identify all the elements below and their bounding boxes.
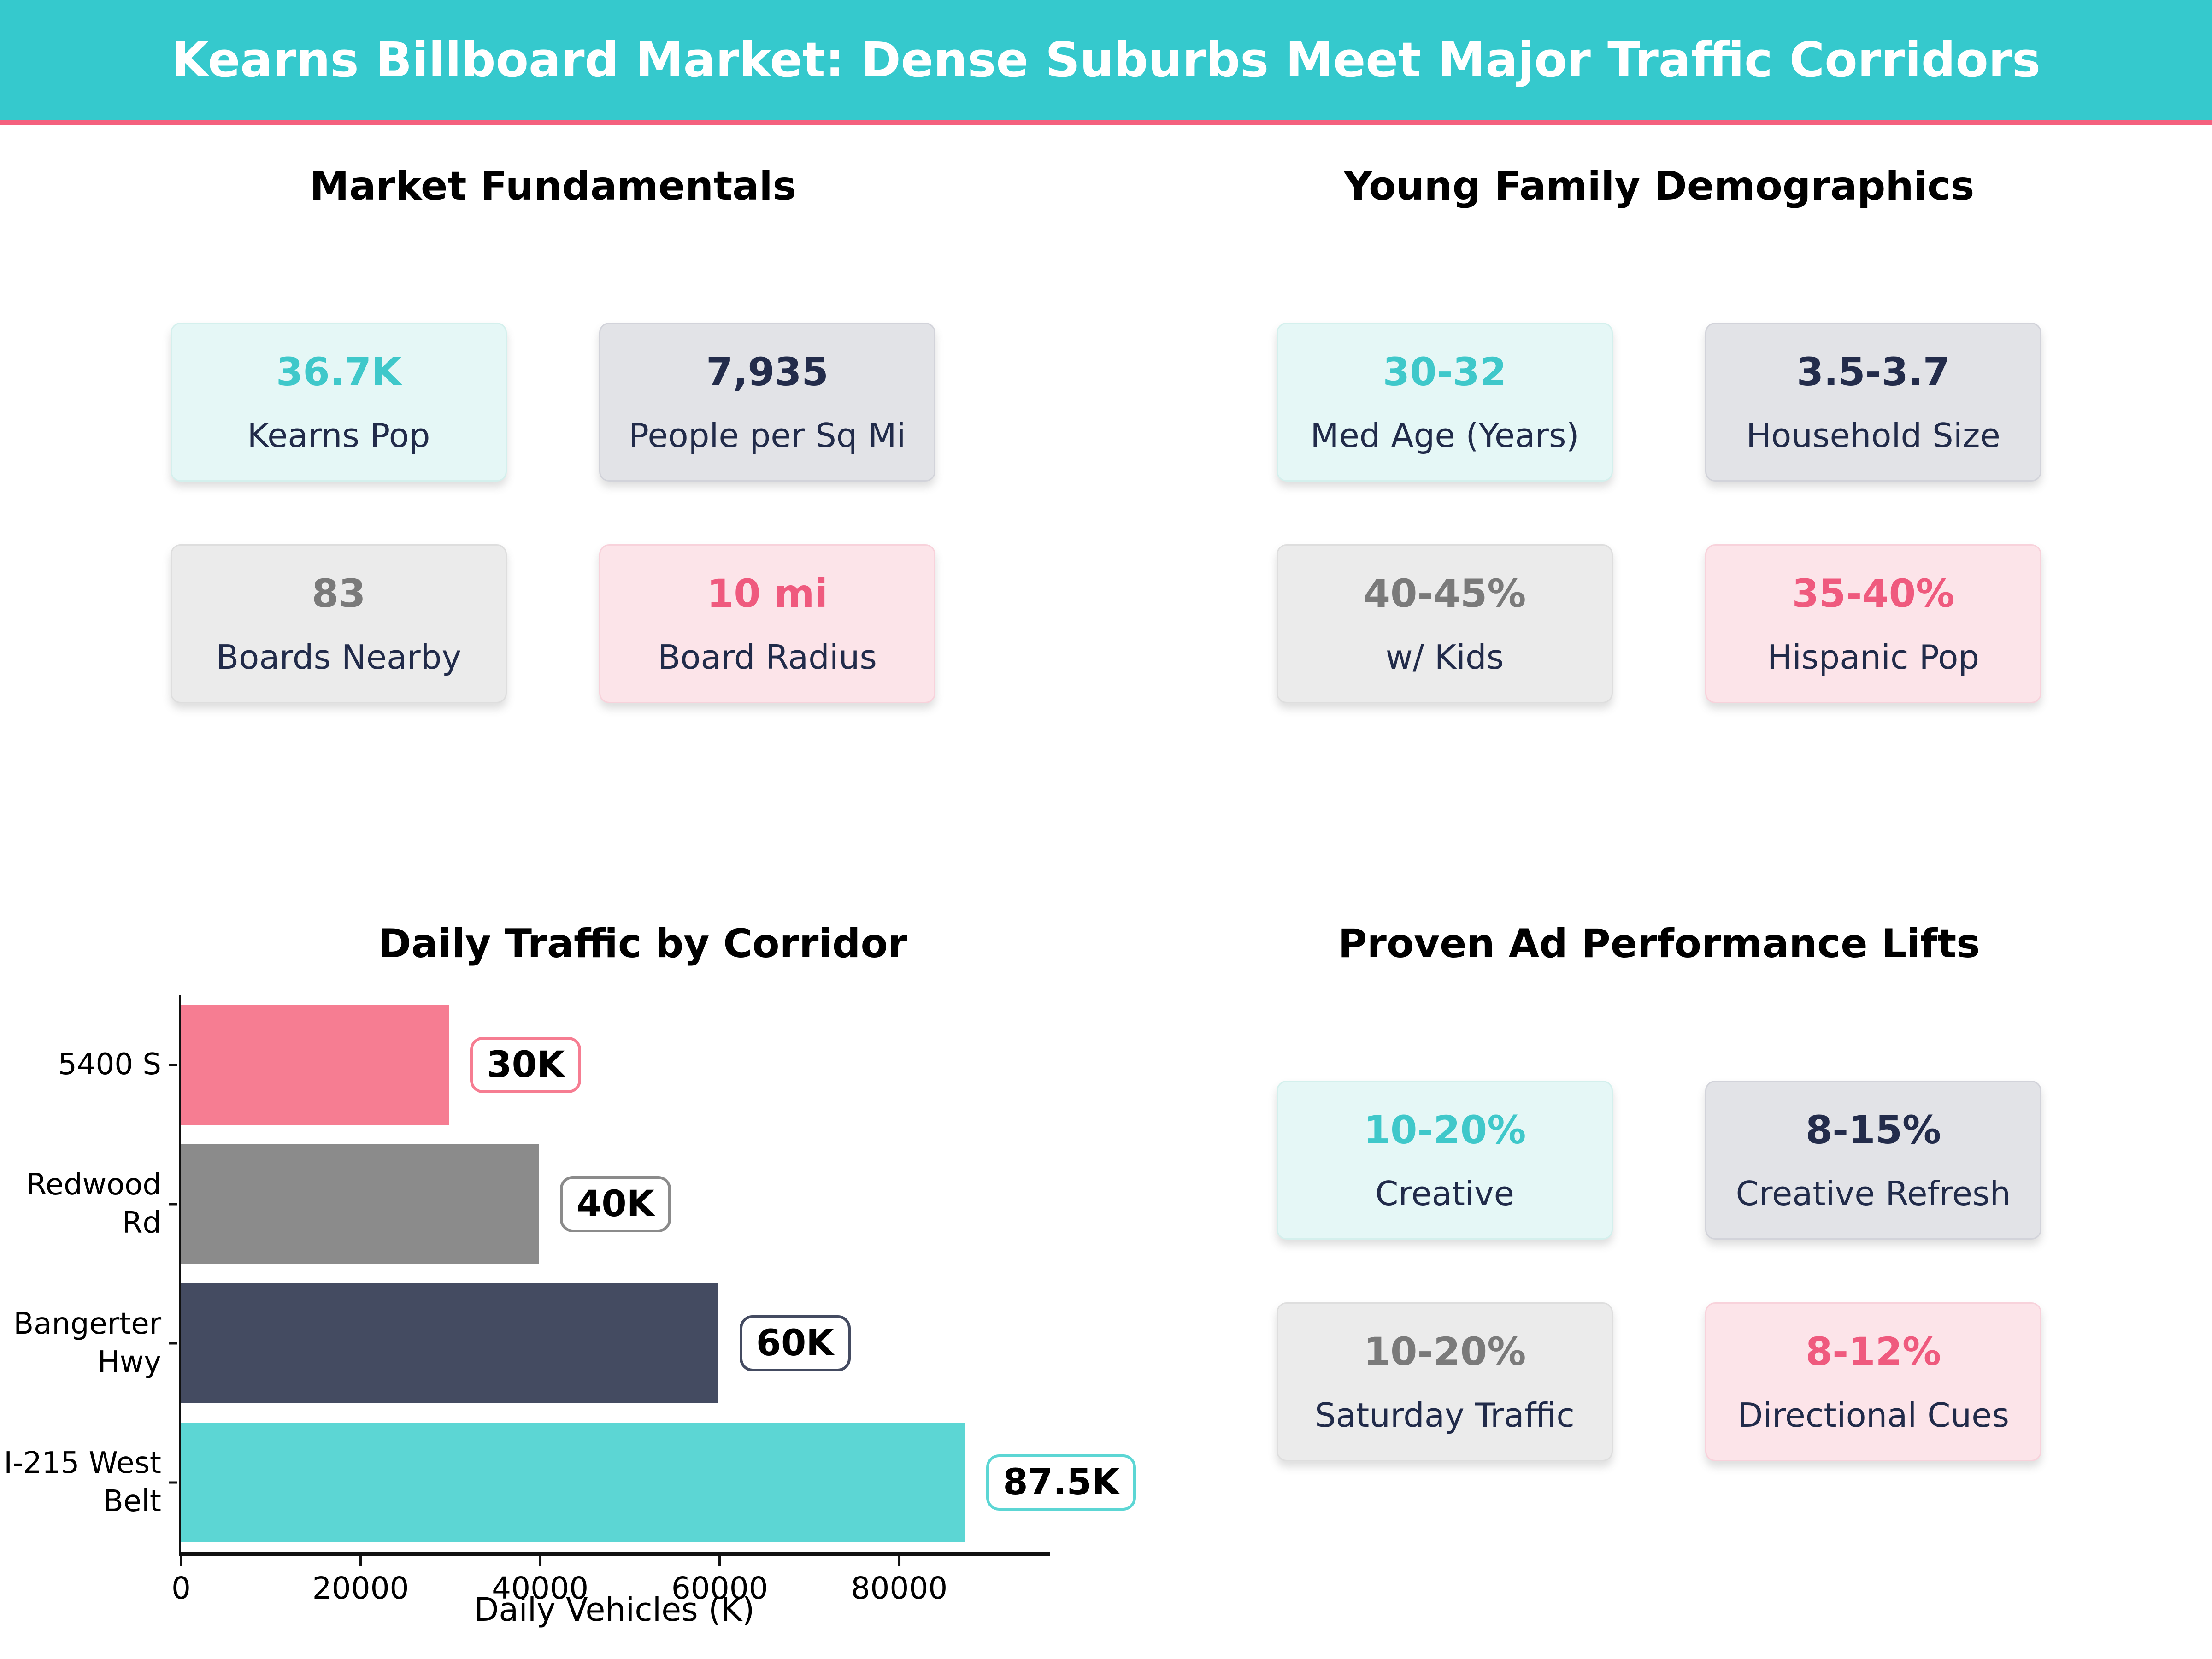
bar-5400-s [180,1005,449,1125]
section-market-fundamentals: Market Fundamentals 36.7K Kearns Pop 7,935… [0,131,1106,871]
stat-label: Board Radius [658,637,877,677]
stat-card-grid: 36.7K Kearns Pop 7,935 People per Sq Mi 83 Bo… [0,323,1106,703]
stat-label: Household Size [1746,416,2000,455]
x-tick-label: 80000 [851,1571,948,1606]
bar-area: 60K [180,1274,1041,1413]
stat-value: 35-40% [1792,571,1955,616]
x-tick: 60000 [671,1556,768,1606]
stat-label: People per Sq Mi [629,416,906,455]
x-tick: 20000 [312,1556,409,1606]
stat-card-board-radius: 10 mi Board Radius [599,544,935,703]
section-title-ad-performance-lifts: Proven Ad Performance Lifts [1338,921,1980,967]
stat-card-creative-refresh: 8-15% Creative Refresh [1705,1081,2041,1240]
stat-value: 10-20% [1363,1107,1526,1153]
bar-row-5400-s: 5400 S 30K [0,995,1106,1135]
stat-label: Boards Nearby [216,637,462,677]
stat-card-kearns-pop: 36.7K Kearns Pop [171,323,507,482]
x-tick-mark [718,1556,721,1566]
x-axis-title: Daily Vehicles (K) [474,1591,755,1629]
x-tick-label: 60000 [671,1571,768,1606]
bar-value-label: 30K [470,1037,582,1093]
x-tick: 0 [171,1556,191,1606]
stat-value: 8-15% [1805,1107,1941,1153]
stat-card-people-per-sq-mi: 7,935 People per Sq Mi [599,323,935,482]
x-tick-label: 20000 [312,1571,409,1606]
stat-label: Saturday Traffic [1315,1395,1575,1435]
y-tick-label: I-215 West Belt [0,1444,180,1521]
bar-value-label: 60K [739,1315,851,1371]
stat-card-directional-cues: 8-12% Directional Cues [1705,1302,2041,1461]
stat-card-boards-nearby: 83 Boards Nearby [171,544,507,703]
x-axis-line [179,1552,1050,1556]
x-tick-mark [180,1556,182,1566]
stat-card-saturday-traffic: 10-20% Saturday Traffic [1277,1302,1613,1461]
bar-area: 40K [180,1135,1041,1274]
bar-value-label: 40K [560,1176,671,1232]
bar-redwood-rd [180,1144,539,1264]
stat-label: Creative [1375,1174,1514,1213]
stat-value: 10 mi [706,571,828,616]
y-tick-label: Bangerter Hwy [0,1305,180,1382]
page-title: Kearns Billboard Market: Dense Suburbs M… [171,32,2041,88]
stat-label: Directional Cues [1737,1395,2009,1435]
stat-card-med-age-years: 30-32 Med Age (Years) [1277,323,1613,482]
stat-label: Hispanic Pop [1767,637,1980,677]
stat-card-w-kids: 40-45% w/ Kids [1277,544,1613,703]
stat-card-hispanic-pop: 35-40% Hispanic Pop [1705,544,2041,703]
bar-i-215-west-belt [180,1423,965,1542]
bar-rows: 5400 S 30K Redwood Rd 40K Bangerter Hwy 60K I-2… [0,995,1136,1552]
x-tick: 80000 [851,1556,947,1606]
stat-value: 40-45% [1363,571,1526,616]
stat-value: 8-12% [1805,1329,1941,1374]
stat-value: 83 [312,571,366,616]
stat-label: w/ Kids [1385,637,1504,677]
stat-label: Med Age (Years) [1310,416,1579,455]
stat-card-grid: 10-20% Creative 8-15% Creative Refresh 10-20… [1106,1081,2212,1461]
stat-card-household-size: 3.5-3.7 Household Size [1705,323,2041,482]
stat-value: 3.5-3.7 [1796,349,1950,394]
y-tick-label: Redwood Rd [0,1166,180,1242]
x-tick-label: 0 [171,1571,191,1606]
chart-title: Daily Traffic by Corridor [378,921,907,967]
stat-value: 7,935 [706,349,829,394]
stat-label: Kearns Pop [247,416,430,455]
stat-card-grid: 30-32 Med Age (Years) 3.5-3.7 Household Siz… [1106,323,2212,703]
section-title-market-fundamentals: Market Fundamentals [310,163,796,209]
bar-row-i-215-west-belt: I-215 West Belt 87.5K [0,1413,1136,1552]
bar-row-redwood-rd: Redwood Rd 40K [0,1135,1106,1274]
x-tick-mark [898,1556,900,1566]
bar-area: 87.5K [180,1413,1136,1552]
stat-card-creative: 10-20% Creative [1277,1081,1613,1240]
y-tick-label: 5400 S [0,1046,180,1084]
page-header: Kearns Billboard Market: Dense Suburbs M… [0,0,2212,125]
section-daily-traffic-chart: Daily Traffic by Corridor 5400 S 30K Redwo… [0,871,1136,1659]
section-young-family-demographics: Young Family Demographics 30-32 Med Age (… [1106,131,2212,871]
stat-label: Creative Refresh [1735,1174,2011,1213]
x-tick-mark [539,1556,541,1566]
bar-bangerter-hwy [180,1283,718,1403]
traffic-bar-chart: 5400 S 30K Redwood Rd 40K Bangerter Hwy 60K I-2… [0,995,1136,1659]
stat-value: 36.7K [276,349,402,394]
bar-row-bangerter-hwy: Bangerter Hwy 60K [0,1274,1106,1413]
stat-value: 30-32 [1382,349,1507,394]
section-title-young-family-demographics: Young Family Demographics [1343,163,1975,209]
y-axis-line [179,995,181,1554]
bar-value-label: 87.5K [986,1454,1136,1511]
x-tick-mark [359,1556,362,1566]
x-tick-label: 40000 [492,1571,589,1606]
bar-area: 30K [180,995,1041,1135]
section-ad-performance-lifts: Proven Ad Performance Lifts 10-20% Creati… [1106,871,2212,1659]
stat-value: 10-20% [1363,1329,1526,1374]
x-axis-ticks: 0 20000 40000 60000 80000 [171,1556,1043,1616]
x-tick: 40000 [492,1556,588,1606]
